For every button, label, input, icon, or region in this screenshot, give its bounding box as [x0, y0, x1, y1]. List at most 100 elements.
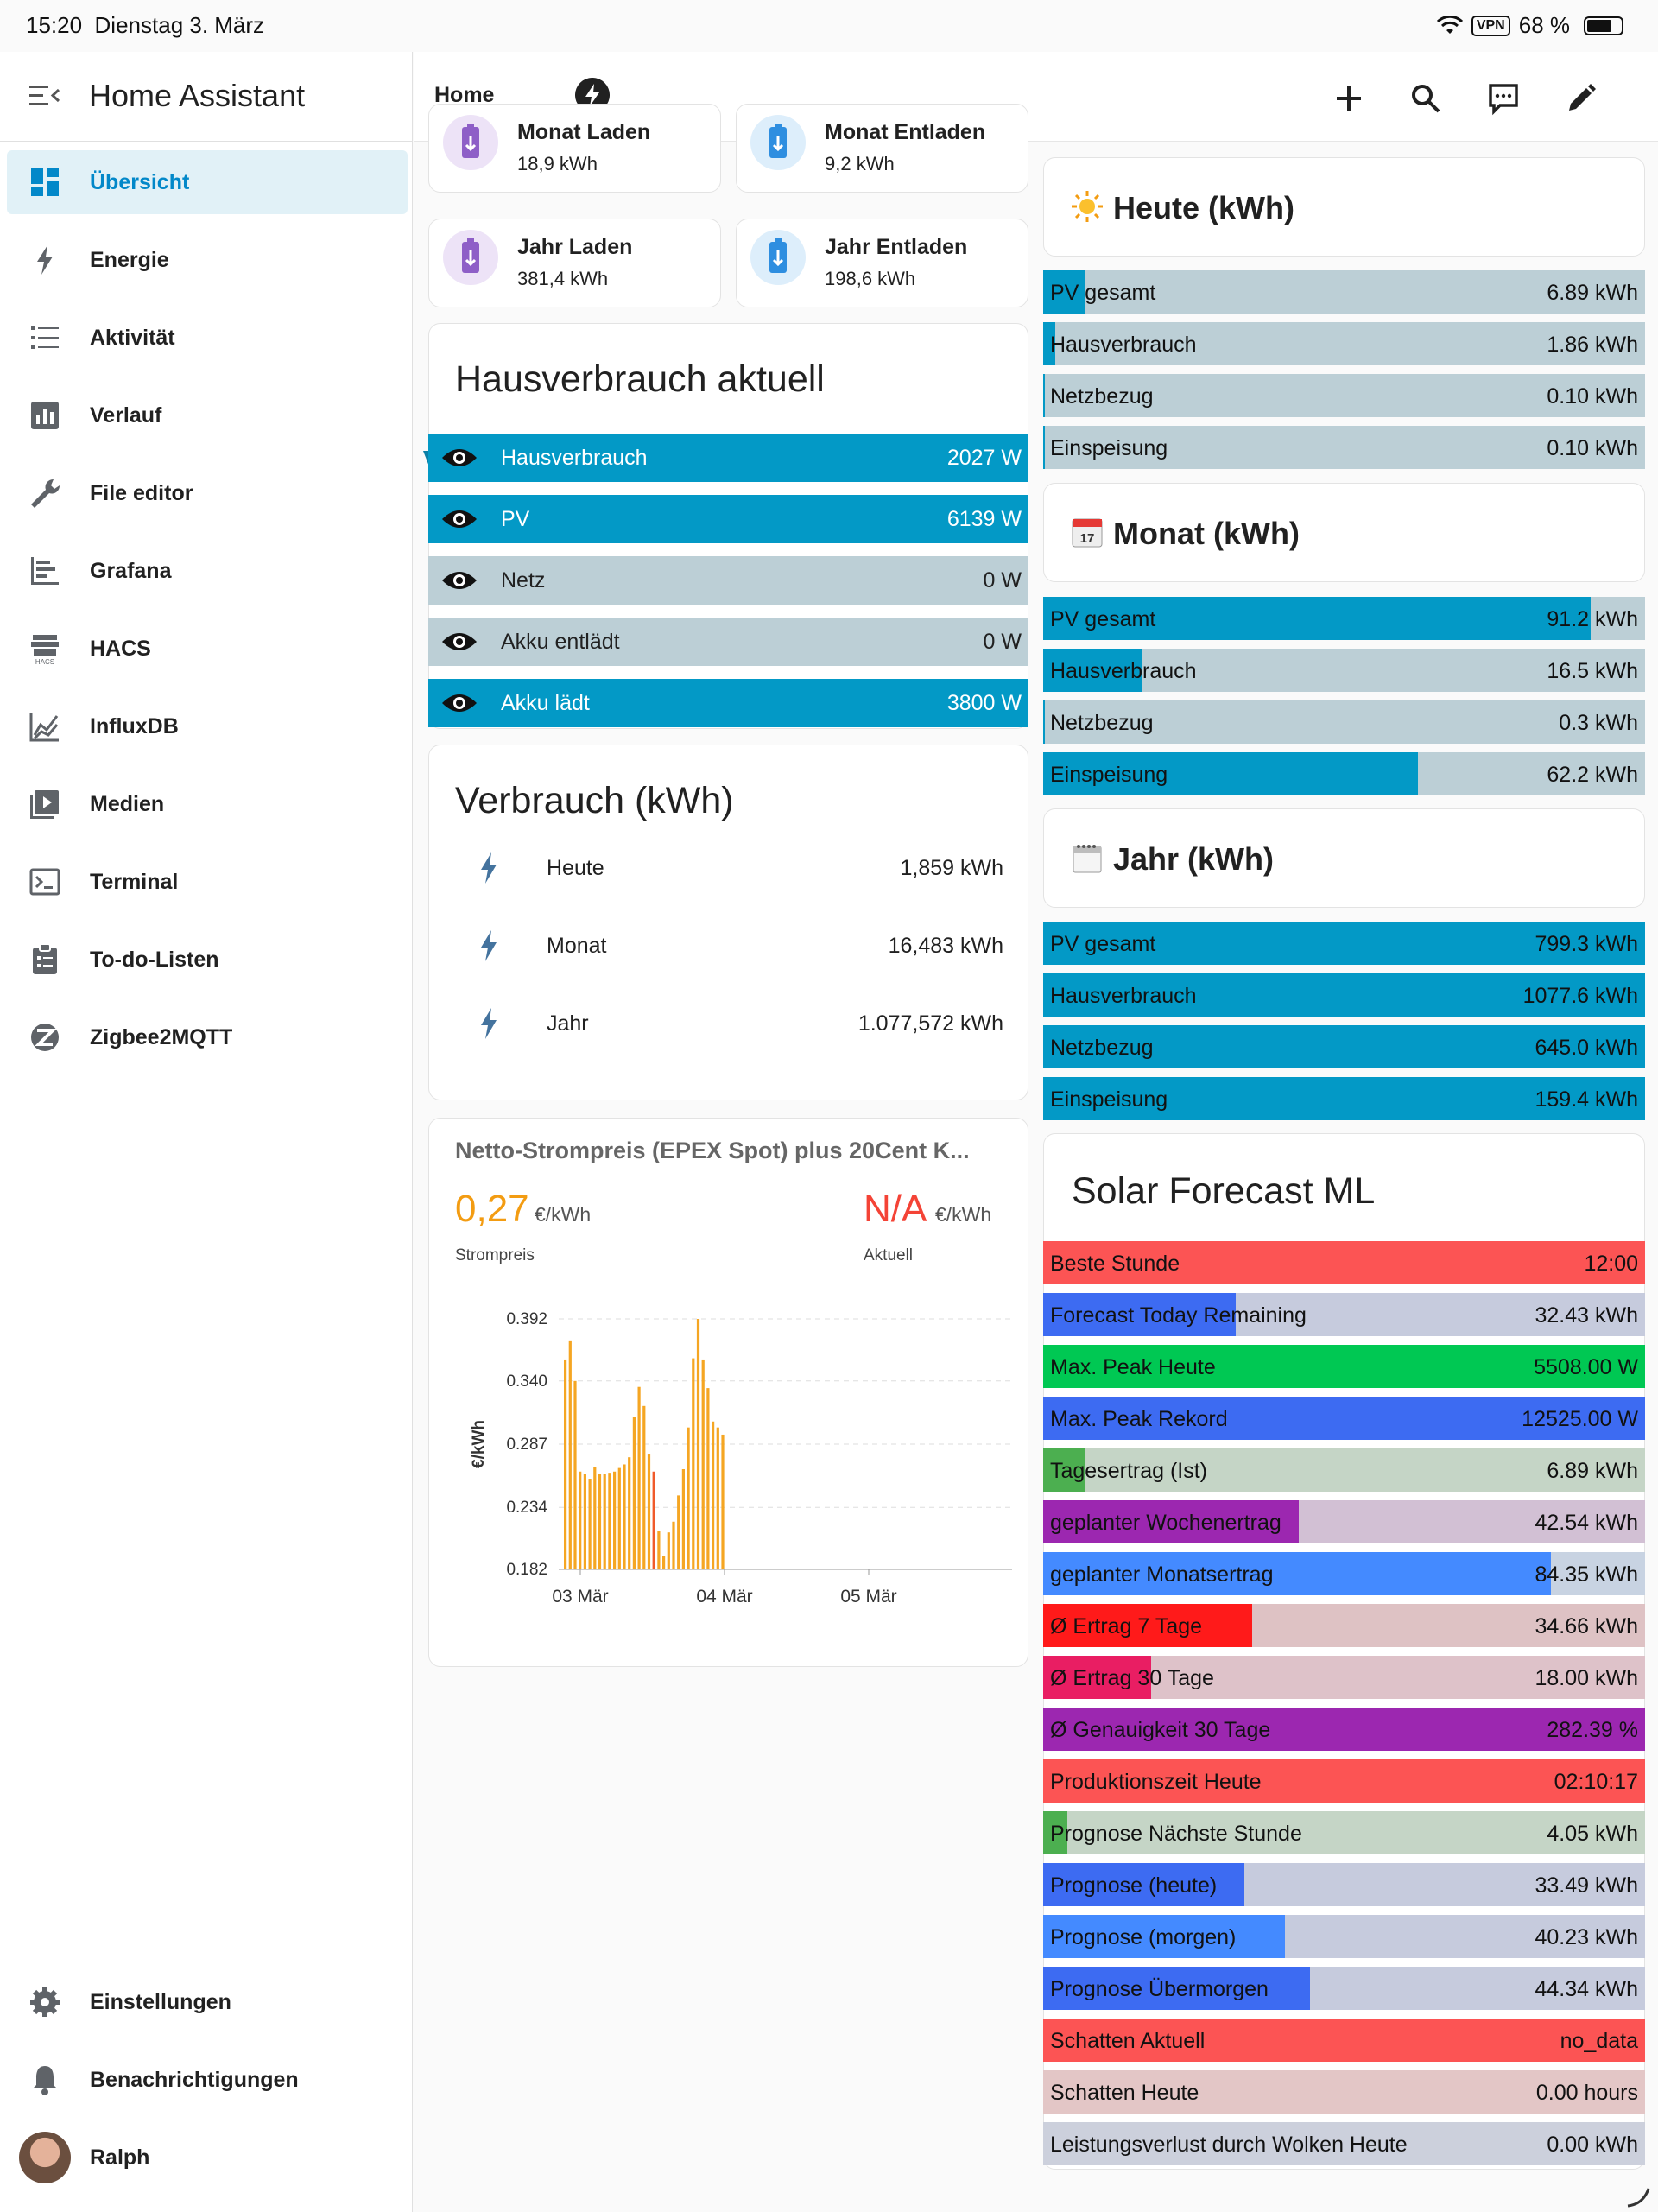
bar-value: 02:10:17: [1554, 1770, 1638, 1794]
sidebar-item-label: Zigbee2MQTT: [90, 1024, 233, 1049]
battery-charge-icon: [750, 230, 806, 285]
add-icon[interactable]: [1332, 81, 1366, 116]
bar-label: Netzbezug: [1050, 711, 1154, 735]
heute-bar-row[interactable]: Hausverbrauch 1.86 kWh: [1043, 322, 1645, 365]
solar-bar-row[interactable]: Ø Genauigkeit 30 Tage 282.39 %: [1043, 1708, 1645, 1751]
akku-card[interactable]: Monat Entladen 9,2 kWh: [736, 104, 1028, 193]
sidebar-item-grafana[interactable]: Grafana: [7, 539, 408, 603]
solar-bar-row[interactable]: Ø Ertrag 30 Tage 18.00 kWh: [1043, 1656, 1645, 1699]
sidebar-item-medien[interactable]: Medien: [7, 772, 408, 836]
bar-fill: [1043, 1915, 1286, 1958]
sidebar-item-aktivit-t[interactable]: Aktivität: [7, 306, 408, 370]
akku-card[interactable]: Jahr Laden 381,4 kWh: [428, 219, 721, 307]
bar-label: Netzbezug: [1050, 384, 1154, 409]
hausverbrauch-row[interactable]: Akku lädt 3800 W: [428, 679, 1028, 727]
sidebar-item-terminal[interactable]: Terminal: [7, 850, 408, 914]
jahr-bar-row[interactable]: Netzbezug 645.0 kWh: [1043, 1025, 1645, 1068]
solar-bar-row[interactable]: Produktionszeit Heute 02:10:17: [1043, 1759, 1645, 1803]
akku-card[interactable]: Jahr Entladen 198,6 kWh: [736, 219, 1028, 307]
solar-bar-row[interactable]: Schatten Aktuell no_data: [1043, 2019, 1645, 2062]
bar-label: Einspeisung: [1050, 1087, 1168, 1112]
sidebar-item-influxdb[interactable]: InfluxDB: [7, 694, 408, 758]
solar-bar-row[interactable]: Prognose (heute) 33.49 kWh: [1043, 1863, 1645, 1906]
monat-card: 17 Monat (kWh): [1043, 483, 1645, 582]
jahr-bar-row[interactable]: Einspeisung 159.4 kWh: [1043, 1077, 1645, 1120]
bar-value: 12525.00 W: [1522, 1407, 1638, 1431]
bar-value: 40.23 kWh: [1535, 1925, 1638, 1949]
sidebar-item-label: Energie: [90, 247, 169, 272]
sidebar-item-notifications[interactable]: Benachrichtigungen: [7, 2048, 408, 2112]
hausverbrauch-row[interactable]: PV 6139 W: [428, 495, 1028, 543]
monat-bar-row[interactable]: Netzbezug 0.3 kWh: [1043, 700, 1645, 744]
akku-title: Monat Laden: [517, 120, 651, 144]
row-label: PV: [501, 507, 530, 531]
solar-bar-row[interactable]: Beste Stunde 12:00: [1043, 1241, 1645, 1284]
bar-fill: [1043, 1025, 1645, 1068]
sidebar-item-energie[interactable]: Energie: [7, 228, 408, 292]
resize-handle-icon[interactable]: [1626, 2185, 1650, 2208]
price-bar: [672, 1521, 675, 1569]
verbrauch-row[interactable]: Monat 16,483 kWh: [429, 920, 1029, 972]
jahr-bar-row[interactable]: Hausverbrauch 1077.6 kWh: [1043, 973, 1645, 1017]
search-icon[interactable]: [1408, 81, 1443, 116]
sidebar-item-zigbee2mqtt[interactable]: Zigbee2MQTT: [7, 1005, 408, 1069]
solar-bar-row[interactable]: Max. Peak Rekord 12525.00 W: [1043, 1397, 1645, 1440]
solar-bar-row[interactable]: Max. Peak Heute 5508.00 W: [1043, 1345, 1645, 1388]
jahr-bar-row[interactable]: PV gesamt 799.3 kWh: [1043, 922, 1645, 965]
x-tick-label: 04 Mär: [696, 1587, 752, 1607]
bar-fill: [1043, 597, 1592, 640]
solar-bar-row[interactable]: Leistungsverlust durch Wolken Heute 0.00 …: [1043, 2122, 1645, 2165]
bar-value: 4.05 kWh: [1547, 1822, 1638, 1846]
sidebar-item-to-do-listen[interactable]: To-do-Listen: [7, 928, 408, 992]
assist-chat-icon[interactable]: [1486, 81, 1521, 116]
sidebar-item-label: File editor: [90, 480, 193, 505]
bar-value: 34.66 kWh: [1535, 1614, 1638, 1638]
heute-bar-row[interactable]: Einspeisung 0.10 kWh: [1043, 426, 1645, 469]
bar-fill: [1043, 270, 1085, 314]
bar-track: [1043, 700, 1645, 744]
price-bar: [593, 1467, 597, 1569]
bar-label: Netzbezug: [1050, 1036, 1154, 1060]
solar-bar-row[interactable]: Forecast Today Remaining 32.43 kWh: [1043, 1293, 1645, 1336]
sidebar-item-hacs[interactable]: HACS HACS: [7, 617, 408, 681]
sidebar-item-settings[interactable]: Einstellungen: [7, 1970, 408, 2034]
solar-bar-row[interactable]: Schatten Heute 0.00 hours: [1043, 2070, 1645, 2114]
bar-track: [1043, 649, 1645, 692]
sidebar-item-verlauf[interactable]: Verlauf: [7, 383, 408, 447]
bar-fill: [1043, 374, 1046, 417]
row-label: Netz: [501, 568, 546, 593]
heute-bar-row[interactable]: Netzbezug 0.10 kWh: [1043, 374, 1645, 417]
heute-bar-row[interactable]: PV gesamt 6.89 kWh: [1043, 270, 1645, 314]
bar-label: Prognose (morgen): [1050, 1925, 1237, 1949]
solar-bar-row[interactable]: Ø Ertrag 7 Tage 34.66 kWh: [1043, 1604, 1645, 1647]
solar-bar-row[interactable]: geplanter Wochenertrag 42.54 kWh: [1043, 1500, 1645, 1543]
akku-value: 18,9 kWh: [517, 153, 598, 174]
akku-card[interactable]: Monat Laden 18,9 kWh: [428, 104, 721, 193]
hacs-icon: HACS: [28, 631, 62, 666]
sidebar-item-user[interactable]: Ralph: [7, 2126, 408, 2190]
bar-track: [1043, 2122, 1645, 2165]
solar-bar-row[interactable]: Prognose Übermorgen 44.34 kWh: [1043, 1967, 1645, 2010]
bar-label: Produktionszeit Heute: [1050, 1770, 1262, 1794]
hausverbrauch-row[interactable]: Akku entlädt 0 W: [428, 618, 1028, 666]
hausverbrauch-row[interactable]: Hausverbrauch 2027 W: [428, 434, 1028, 482]
monat-bar-row[interactable]: Einspeisung 62.2 kWh: [1043, 752, 1645, 795]
monat-bar-row[interactable]: Hausverbrauch 16.5 kWh: [1043, 649, 1645, 692]
tab-home[interactable]: Home: [434, 83, 495, 107]
verbrauch-row[interactable]: Jahr 1.077,572 kWh: [429, 998, 1029, 1049]
price-bar: [706, 1388, 710, 1569]
solar-bar-row[interactable]: Tagesertrag (Ist) 6.89 kWh: [1043, 1448, 1645, 1492]
monat-bar-row[interactable]: PV gesamt 91.2 kWh: [1043, 597, 1645, 640]
solar-bar-row[interactable]: Prognose Nächste Stunde 4.05 kWh: [1043, 1811, 1645, 1854]
edit-pencil-icon[interactable]: [1564, 81, 1598, 116]
bar-label: Prognose (heute): [1050, 1873, 1218, 1898]
solar-bar-row[interactable]: geplanter Monatsertrag 84.35 kWh: [1043, 1552, 1645, 1595]
sidebar-item-file-editor[interactable]: File editor: [7, 461, 408, 525]
solar-bar-row[interactable]: Prognose (morgen) 40.23 kWh: [1043, 1915, 1645, 1958]
price-bar: [588, 1479, 592, 1569]
menu-collapse-icon[interactable]: [29, 83, 60, 109]
verbrauch-row[interactable]: Heute 1,859 kWh: [429, 842, 1029, 894]
bar-fill: [1043, 1241, 1645, 1284]
hausverbrauch-row[interactable]: Netz 0 W: [428, 556, 1028, 605]
sidebar-item--bersicht[interactable]: Übersicht: [7, 150, 408, 214]
